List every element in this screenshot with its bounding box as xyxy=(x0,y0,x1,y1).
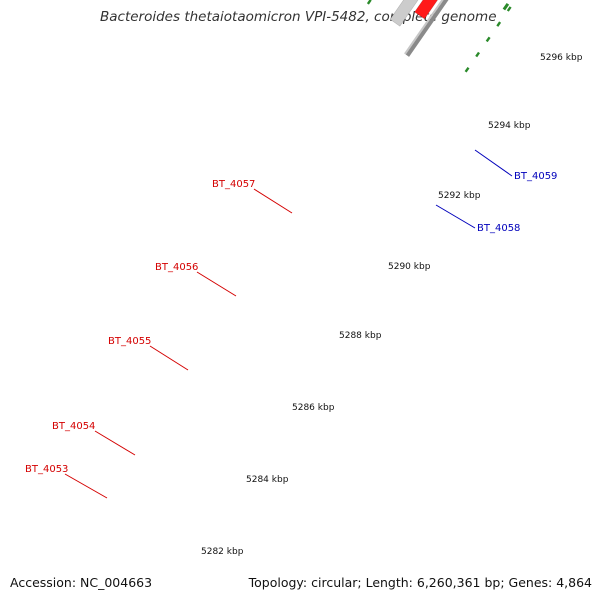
gene-label-leader xyxy=(196,271,237,297)
gene-label: BT_4054 xyxy=(52,421,95,432)
scale-label: 5286 kbp xyxy=(292,403,335,413)
gene-label-leader xyxy=(94,430,136,456)
scale-track-dots xyxy=(475,51,480,58)
scale-label: 5296 kbp xyxy=(540,53,583,63)
genome-stats-label: Topology: circular; Length: 6,260,361 bp… xyxy=(248,575,592,590)
map-layer: 5282 kbp 5284 kbp 5286 kbp 5288 kbp 5290 kbp… xyxy=(25,0,583,557)
scale-label: 5284 kbp xyxy=(246,475,289,485)
scale-track-dots xyxy=(496,21,502,27)
gene-label: BT_4059 xyxy=(514,171,557,182)
gc-track-dots xyxy=(366,0,372,5)
scale-major-tick xyxy=(502,2,510,11)
accession-label: Accession: NC_004663 xyxy=(10,575,153,590)
gene-label: BT_4056 xyxy=(155,262,198,273)
gene-box-grey xyxy=(389,0,419,27)
backbone-shadow xyxy=(404,0,444,55)
gene-label-leader xyxy=(474,149,513,177)
gene-arrow-forward xyxy=(414,0,438,20)
scale-label: 5294 kbp xyxy=(488,121,531,131)
scale-label: 5288 kbp xyxy=(339,331,382,341)
gene-label: BT_4058 xyxy=(477,223,520,234)
scale-label: 5290 kbp xyxy=(388,262,431,272)
scale-track-dots xyxy=(464,67,470,73)
gene-label-leader xyxy=(149,345,189,371)
scale-track-dots xyxy=(485,36,491,43)
scale-label: 5292 kbp xyxy=(438,191,481,201)
gene-label-leader xyxy=(64,473,108,499)
gene-label: BT_4057 xyxy=(212,179,255,190)
gene-label-leader xyxy=(435,204,476,229)
gene-label: BT_4053 xyxy=(25,464,68,475)
gene-label-leader xyxy=(253,188,293,214)
gene-label: BT_4055 xyxy=(108,336,151,347)
scale-track-dots xyxy=(506,6,512,12)
scale-label: 5282 kbp xyxy=(201,547,244,557)
